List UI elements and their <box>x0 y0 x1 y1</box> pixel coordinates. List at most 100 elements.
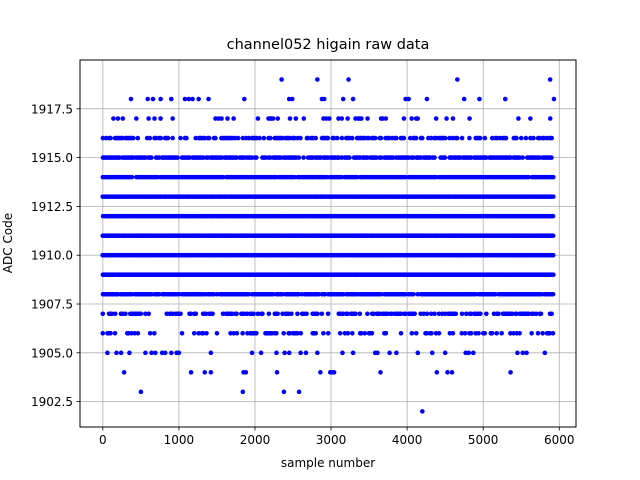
data-point <box>537 155 542 160</box>
data-point <box>203 311 209 317</box>
data-point <box>152 116 157 121</box>
data-point <box>502 96 508 102</box>
y-tick-label: 1905.0 <box>31 346 73 360</box>
data-point <box>208 370 214 375</box>
data-point <box>549 135 554 141</box>
data-point <box>274 350 279 356</box>
data-point <box>477 96 482 102</box>
data-point <box>449 370 455 375</box>
data-point <box>508 370 513 375</box>
data-point <box>350 350 356 356</box>
data-point <box>483 155 489 160</box>
x-tick-label: 6000 <box>544 433 575 447</box>
data-point <box>461 96 467 102</box>
data-point <box>270 291 276 297</box>
data-point <box>339 116 345 121</box>
data-point <box>255 311 261 317</box>
data-point <box>550 291 556 297</box>
data-point <box>421 311 427 317</box>
data-point <box>105 350 110 356</box>
data-point <box>468 331 474 336</box>
y-axis-title: ADC Code <box>1 213 15 273</box>
data-point <box>442 155 448 160</box>
data-point <box>535 331 541 336</box>
data-point <box>168 96 174 102</box>
data-point <box>403 174 408 180</box>
data-point <box>186 96 192 102</box>
data-point <box>346 77 351 82</box>
data-point <box>489 135 495 141</box>
data-point <box>175 155 180 160</box>
data-point <box>246 291 251 297</box>
data-point <box>432 311 437 317</box>
data-point <box>492 291 498 297</box>
data-point <box>100 331 106 336</box>
data-point <box>369 331 375 336</box>
data-point <box>206 96 211 102</box>
data-point <box>261 135 267 141</box>
data-point <box>518 135 524 141</box>
data-point <box>292 135 297 141</box>
data-point <box>100 135 106 141</box>
data-point <box>407 135 413 141</box>
data-point <box>313 135 319 141</box>
data-point <box>293 116 299 121</box>
x-tick-label: 4000 <box>392 433 423 447</box>
data-point <box>550 252 556 258</box>
data-point <box>234 331 240 336</box>
data-point <box>234 311 239 317</box>
data-point <box>413 135 419 141</box>
data-point <box>429 135 434 141</box>
data-point <box>143 350 148 356</box>
data-point <box>508 155 513 160</box>
data-point <box>315 311 320 317</box>
data-point <box>550 331 556 336</box>
data-point <box>345 116 350 121</box>
data-point <box>257 135 262 141</box>
data-point <box>187 155 192 160</box>
data-point <box>134 116 139 121</box>
data-point <box>383 331 389 336</box>
data-point <box>146 116 151 121</box>
data-point <box>366 135 372 141</box>
data-point <box>158 96 163 102</box>
data-point <box>503 135 509 141</box>
y-tick-label: 1910.0 <box>31 249 73 263</box>
plot-frame <box>79 59 577 428</box>
data-point <box>378 155 384 160</box>
data-point <box>243 370 249 375</box>
data-point <box>296 155 302 160</box>
x-tick-label: 2000 <box>240 433 271 447</box>
data-point <box>540 331 545 336</box>
data-point <box>374 155 379 160</box>
data-point <box>322 291 328 297</box>
data-point <box>334 135 340 141</box>
data-point <box>365 116 370 121</box>
data-point <box>228 331 233 336</box>
data-point <box>240 389 246 395</box>
data-point <box>279 135 285 141</box>
data-point <box>424 96 430 102</box>
data-point <box>375 350 380 356</box>
data-point <box>336 116 341 121</box>
data-point <box>168 350 174 356</box>
data-point <box>450 116 456 121</box>
data-point <box>275 116 281 121</box>
data-point <box>436 331 442 336</box>
data-point <box>345 311 350 317</box>
data-point <box>188 311 194 317</box>
data-point <box>318 370 323 375</box>
data-point <box>551 272 556 278</box>
data-point <box>398 331 404 336</box>
data-point <box>378 291 384 297</box>
data-point <box>432 155 437 160</box>
data-point <box>520 350 526 356</box>
data-point <box>179 331 185 336</box>
data-point <box>123 311 128 317</box>
data-point <box>362 331 368 336</box>
data-point <box>305 135 311 141</box>
data-point <box>153 135 159 141</box>
data-point <box>147 331 153 336</box>
data-point <box>467 135 472 141</box>
